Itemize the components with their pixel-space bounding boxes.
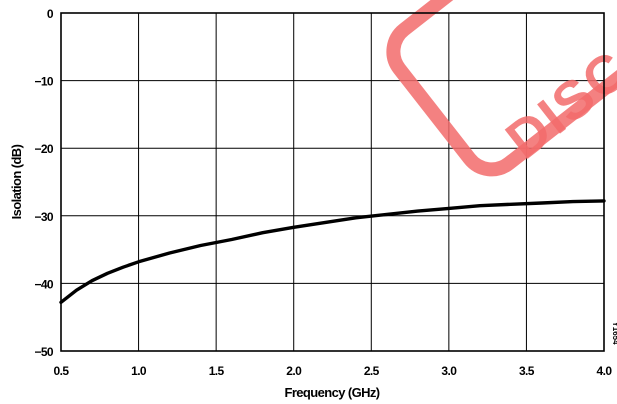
y-tick-label: −30: [34, 210, 53, 224]
series-layer: [59, 199, 606, 304]
x-tick-label: 1.5: [209, 364, 225, 378]
y-tick-label: −40: [34, 277, 53, 291]
x-tick-label: 2.5: [364, 364, 380, 378]
isolation-series-line: [59, 199, 606, 304]
watermark-stamp: DISCO: [386, 0, 617, 177]
stamp-text: DISCO: [495, 12, 617, 171]
figure-id: Y1654: [611, 321, 617, 345]
x-tick-labels: 0.5 1.0 1.5 2.0 2.5 3.0 3.5 4.0: [54, 364, 613, 378]
y-tick-labels: 0 −10 −20 −30 −40 −50: [34, 7, 54, 359]
x-axis-label: Frequency (GHz): [284, 385, 379, 400]
grid-layer: [61, 13, 604, 351]
y-tick-label: 0: [47, 7, 54, 21]
x-tick-label: 1.0: [131, 364, 147, 378]
y-tick-label: −50: [34, 345, 53, 359]
x-tick-label: 3.0: [441, 364, 457, 378]
y-tick-label: −10: [34, 75, 53, 89]
x-tick-label: 3.5: [519, 364, 535, 378]
x-tick-label: 0.5: [54, 364, 70, 378]
y-tick-label: −20: [34, 142, 53, 156]
x-tick-label: 4.0: [597, 364, 613, 378]
stamp-border: [386, 0, 617, 177]
y-axis-label: Isolation (dB): [9, 144, 24, 219]
x-tick-label: 2.0: [286, 364, 302, 378]
plot-frame: [60, 12, 605, 352]
